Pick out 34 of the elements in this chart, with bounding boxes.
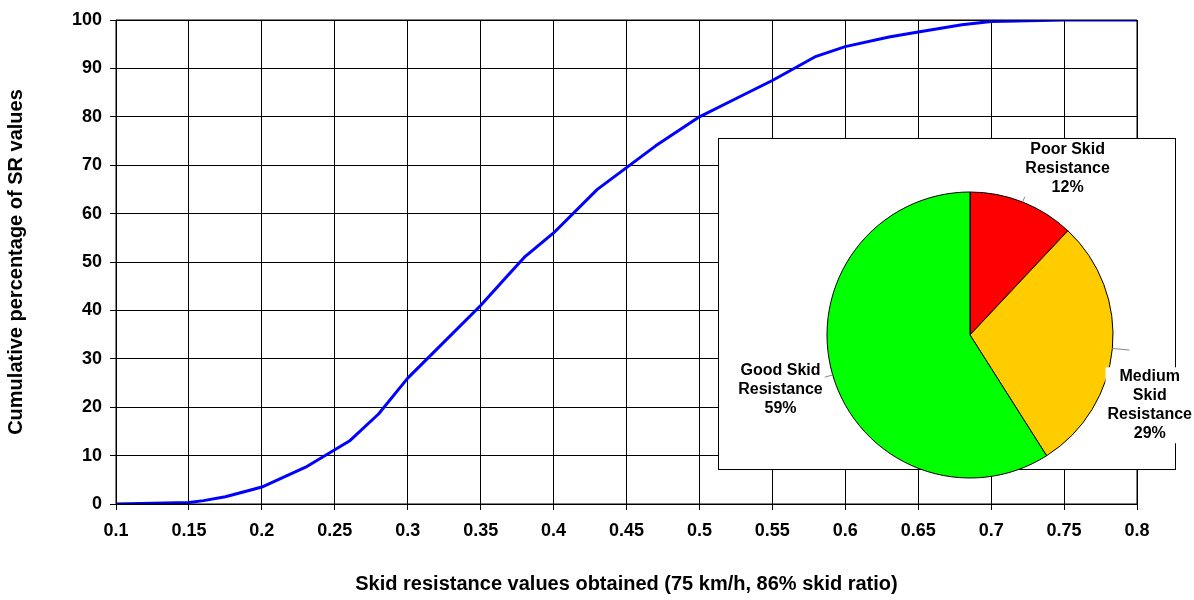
y-tick-label: 60 [81,202,102,223]
y-axis-title: Cumulative percentage of SR values [3,89,26,435]
x-tick-label: 0.1 [103,519,129,540]
data-label: 12% [1051,177,1084,195]
slice-label: Poor Skid Resistance [1025,139,1110,176]
data-label: 29% [1133,424,1166,442]
x-tick-label: 0.5 [686,519,712,540]
y-tick-label: 0 [91,492,102,513]
y-tick-label: 10 [81,444,102,465]
x-tick-label: 0.75 [1046,519,1082,540]
slice-label: Medium Skid Resistance [1107,367,1193,423]
x-tick-label: 0.3 [395,519,421,540]
slice-label: Good Skid Resistance [738,361,823,398]
x-tick-label: 0.25 [317,519,353,540]
x-tick-label: 0.8 [1124,519,1150,540]
x-tick-label: 0.15 [171,519,207,540]
y-tick-label: 70 [81,154,102,175]
y-tick-label: 40 [81,299,102,320]
x-axis-title: Skid resistance values obtained (75 km/h, 86% skid ratio) [355,571,898,594]
x-tick-label: 0.2 [249,519,275,540]
data-label: 59% [764,399,797,417]
x-tick-label: 0.35 [463,519,499,540]
y-tick-label: 100 [71,8,102,29]
x-tick-label: 0.4 [541,519,567,540]
y-tick-label: 20 [81,396,102,417]
x-tick-label: 0.45 [608,519,645,540]
y-tick-label: 90 [81,57,102,78]
x-tick-label: 0.55 [754,519,790,540]
y-tick-label: 80 [81,105,102,126]
x-tick-label: 0.65 [900,519,936,540]
y-tick-label: 50 [81,250,102,271]
x-tick-label: 0.7 [978,519,1004,540]
x-tick-label: 0.6 [832,519,858,540]
y-tick-label: 30 [81,347,102,368]
